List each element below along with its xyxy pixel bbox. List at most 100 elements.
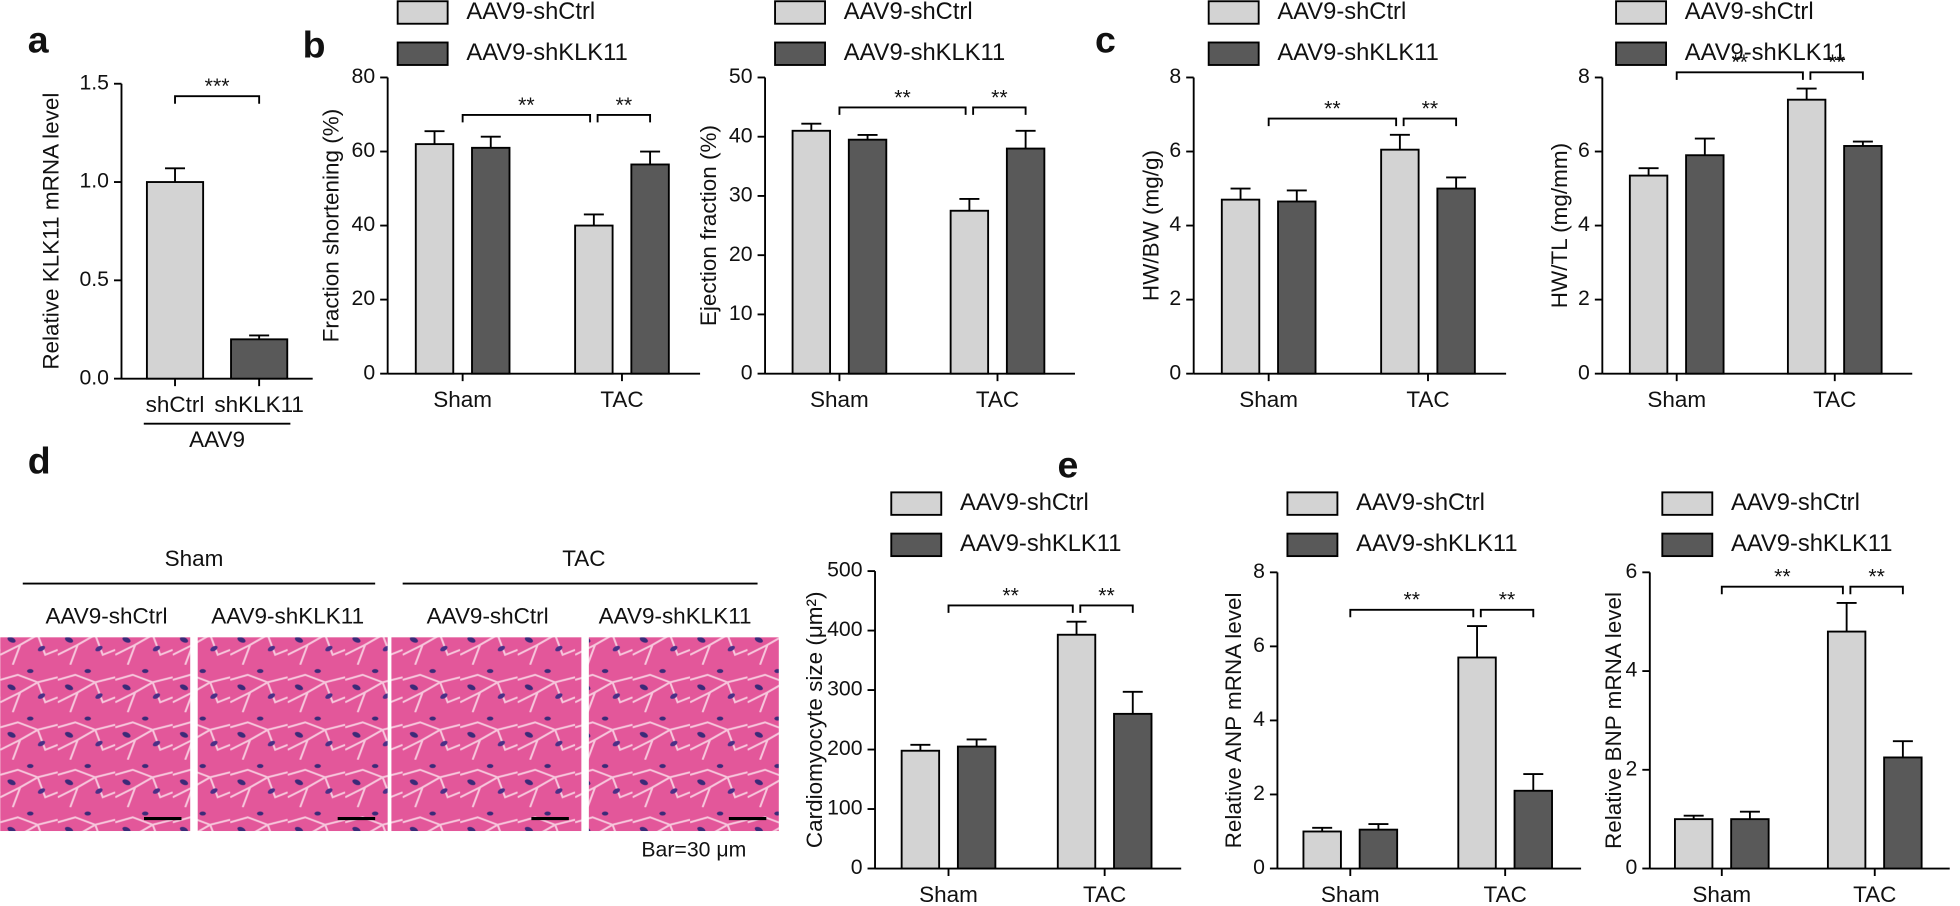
bar xyxy=(574,224,614,375)
y-tick-label: 2 xyxy=(1253,781,1265,805)
error-bar xyxy=(966,738,987,747)
panel-label: e xyxy=(1057,443,1078,485)
significance-label: ** xyxy=(991,85,1008,109)
error-bar xyxy=(1892,740,1913,758)
legend-label: AAV9-shKLK11 xyxy=(1277,40,1438,66)
bar xyxy=(1786,98,1827,375)
group-label: AAV9 xyxy=(189,427,245,452)
panel-label: c xyxy=(1095,18,1116,60)
error-bar xyxy=(1368,823,1389,830)
error-bar xyxy=(1312,826,1333,832)
error-bar xyxy=(1230,187,1251,200)
legend-label: AAV9-shKLK11 xyxy=(960,531,1121,557)
legend-label: AAV9-shKLK11 xyxy=(1356,531,1517,557)
legend-swatch xyxy=(1615,41,1667,66)
error-bar xyxy=(1122,690,1143,714)
legend-swatch xyxy=(1286,532,1339,558)
legend-swatch xyxy=(774,0,826,25)
significance-bracket xyxy=(1349,608,1475,618)
x-tick-label: TAC xyxy=(600,387,643,412)
legend-swatch xyxy=(1286,491,1339,516)
y-tick-label: 50 xyxy=(729,64,753,88)
error-bar xyxy=(801,122,822,131)
bar xyxy=(471,146,511,375)
x-tick-label: Sham xyxy=(810,387,869,412)
y-axis-label: Cardiomyocyte size (μm²) xyxy=(802,592,827,849)
legend-label: AAV9-shCtrl xyxy=(1731,490,1860,516)
error-bar xyxy=(1852,140,1873,146)
significance-label: ** xyxy=(1499,588,1516,612)
legend-label: AAV9-shKLK11 xyxy=(844,40,1005,66)
y-tick-label: 4 xyxy=(1169,212,1181,236)
legend-swatch xyxy=(396,41,449,66)
bar xyxy=(145,181,205,380)
bar xyxy=(1380,148,1420,375)
significance-bracket xyxy=(1402,117,1458,127)
bar xyxy=(1113,712,1153,870)
y-tick-label: 2 xyxy=(1578,286,1590,310)
significance-bracket xyxy=(1809,71,1864,80)
y-tick-label: 6 xyxy=(1578,138,1590,162)
legend-swatch xyxy=(1615,0,1667,25)
x-tick-label: TAC xyxy=(1853,882,1896,906)
x-tick-label: TAC xyxy=(976,387,1019,412)
bar xyxy=(1302,830,1342,870)
significance-bracket xyxy=(1675,71,1804,80)
y-tick-label: 6 xyxy=(1626,559,1638,583)
significance-label: ** xyxy=(894,85,911,109)
bar xyxy=(414,143,455,375)
y-tick-label: 60 xyxy=(352,138,376,162)
significance-label: ** xyxy=(1324,96,1341,120)
y-tick-label: 500 xyxy=(827,558,862,582)
y-axis-label: Ejection fraction (%) xyxy=(696,125,721,326)
significance-label: ** xyxy=(1002,583,1019,607)
bar xyxy=(1730,818,1770,870)
y-tick-label: 4 xyxy=(1578,212,1590,236)
y-tick-label: 2 xyxy=(1626,756,1638,780)
significance-bracket xyxy=(972,106,1027,115)
significance-label: ** xyxy=(1868,565,1885,589)
legend-swatch xyxy=(396,0,449,25)
legend-label: AAV9-shKLK11 xyxy=(1685,40,1846,66)
y-tick-label: 6 xyxy=(1253,633,1265,657)
y-tick-label: 1.5 xyxy=(79,70,109,94)
histology-images xyxy=(0,582,779,832)
significance-label: ** xyxy=(616,93,633,117)
error-bar xyxy=(1446,176,1467,189)
error-bar xyxy=(959,197,980,211)
legend-label: AAV9-shCtrl xyxy=(960,490,1089,516)
y-tick-label: 4 xyxy=(1626,658,1638,682)
x-tick-label: Sham xyxy=(1692,882,1751,906)
y-tick-label: 40 xyxy=(729,123,753,147)
histology-label: AAV9-shKLK11 xyxy=(211,603,364,628)
error-bar xyxy=(583,213,604,226)
x-tick-label: TAC xyxy=(1484,882,1527,906)
y-tick-label: 0.5 xyxy=(79,267,109,291)
y-tick-label: 6 xyxy=(1169,138,1181,162)
error-bar xyxy=(1683,814,1704,820)
x-tick-label: Sham xyxy=(433,387,492,412)
histology-group: Sham xyxy=(165,546,224,571)
error-bar xyxy=(424,130,445,145)
x-tick-label: shCtrl xyxy=(146,392,205,417)
y-tick-label: 0 xyxy=(1253,855,1265,879)
y-tick-label: 0 xyxy=(741,360,753,384)
y-axis-label: Fraction shortening (%) xyxy=(319,109,344,343)
error-bar xyxy=(1467,625,1488,658)
error-bar xyxy=(1836,602,1857,632)
he-image xyxy=(0,637,191,832)
bar xyxy=(847,138,888,375)
x-tick-label: Sham xyxy=(1647,387,1706,412)
x-tick-label: Sham xyxy=(1239,387,1298,412)
y-tick-label: 80 xyxy=(352,64,376,88)
error-bar xyxy=(1796,87,1817,100)
bar xyxy=(630,163,670,375)
error-bar xyxy=(480,135,501,148)
bar xyxy=(1513,789,1553,870)
significance-bracket xyxy=(174,95,261,104)
y-tick-label: 8 xyxy=(1578,64,1590,88)
legend-swatch xyxy=(1661,491,1714,516)
error-bar xyxy=(1523,773,1544,791)
y-tick-label: 8 xyxy=(1169,64,1181,88)
significance-label: ** xyxy=(518,93,535,117)
